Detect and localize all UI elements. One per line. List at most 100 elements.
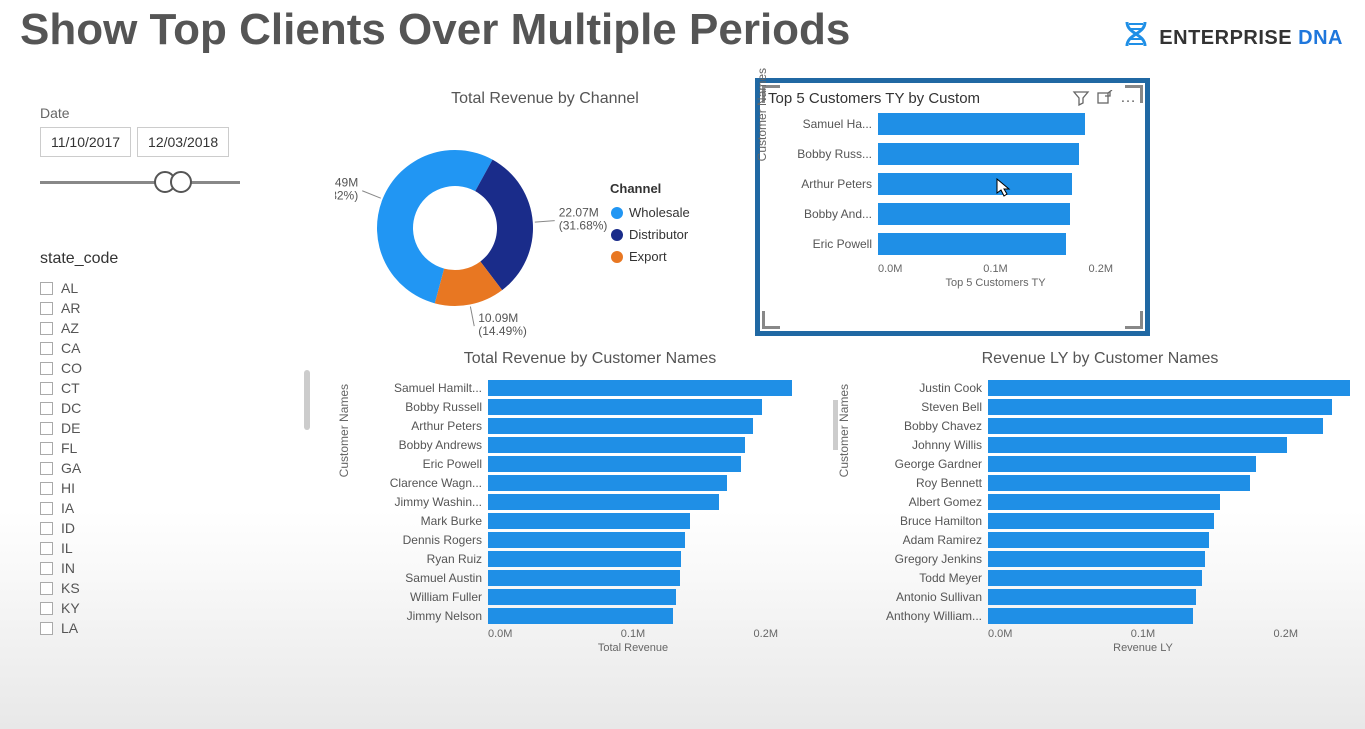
checkbox-icon[interactable] bbox=[40, 442, 53, 455]
bar[interactable] bbox=[988, 456, 1256, 472]
state-filter-item[interactable]: AZ bbox=[40, 318, 300, 338]
state-filter-item[interactable]: IA bbox=[40, 498, 300, 518]
state-filter-item[interactable]: ID bbox=[40, 518, 300, 538]
bar[interactable] bbox=[488, 589, 676, 605]
bar-row[interactable]: Bobby Chavez bbox=[868, 418, 1350, 434]
bar-row[interactable]: Arthur Peters bbox=[368, 418, 830, 434]
state-filter-item[interactable]: GA bbox=[40, 458, 300, 478]
legend-swatch[interactable] bbox=[611, 229, 623, 241]
state-filter-item[interactable]: AL bbox=[40, 278, 300, 298]
filter-icon[interactable] bbox=[1072, 90, 1090, 106]
bar-row[interactable]: Adam Ramirez bbox=[868, 532, 1350, 548]
donut-chart-panel[interactable]: Total Revenue by Channel 37.49M(53.82%)2… bbox=[335, 90, 755, 338]
bar-row[interactable]: Eric Powell bbox=[786, 233, 1137, 255]
legend-label[interactable]: Wholesale bbox=[629, 205, 690, 220]
checkbox-icon[interactable] bbox=[40, 302, 53, 315]
bar-row[interactable]: Bruce Hamilton bbox=[868, 513, 1350, 529]
state-filter-item[interactable]: KS bbox=[40, 578, 300, 598]
bar[interactable] bbox=[988, 608, 1193, 624]
bar[interactable] bbox=[878, 113, 1085, 135]
bar-row[interactable]: Clarence Wagn... bbox=[368, 475, 830, 491]
top5-chart-panel-selected[interactable]: Top 5 Customers TY by Custom … Customer … bbox=[755, 78, 1150, 336]
bar-row[interactable]: Mark Burke bbox=[368, 513, 830, 529]
state-filter-item[interactable]: FL bbox=[40, 438, 300, 458]
bar-row[interactable]: Arthur Peters bbox=[786, 173, 1137, 195]
bar[interactable] bbox=[488, 494, 719, 510]
date-from-input[interactable]: 11/10/2017 bbox=[40, 127, 131, 157]
bar-row[interactable]: Jimmy Washin... bbox=[368, 494, 830, 510]
revenue-ty-chart-panel[interactable]: Total Revenue by Customer Names Customer… bbox=[350, 350, 830, 654]
bar-row[interactable]: Bobby Andrews bbox=[368, 437, 830, 453]
state-filter-item[interactable]: DE bbox=[40, 418, 300, 438]
checkbox-icon[interactable] bbox=[40, 562, 53, 575]
state-filter-item[interactable]: IN bbox=[40, 558, 300, 578]
state-filter-item[interactable]: DC bbox=[40, 398, 300, 418]
bar-row[interactable]: Samuel Austin bbox=[368, 570, 830, 586]
bar-row[interactable]: Gregory Jenkins bbox=[868, 551, 1350, 567]
bar[interactable] bbox=[488, 551, 681, 567]
bar-row[interactable]: Roy Bennett bbox=[868, 475, 1350, 491]
legend-label[interactable]: Export bbox=[629, 249, 667, 264]
revenue-ly-chart-panel[interactable]: Revenue LY by Customer Names Customer Na… bbox=[850, 350, 1350, 654]
bar-row[interactable]: Anthony William... bbox=[868, 608, 1350, 624]
bar-row[interactable]: Ryan Ruiz bbox=[368, 551, 830, 567]
bar[interactable] bbox=[878, 203, 1070, 225]
bar[interactable] bbox=[988, 513, 1214, 529]
selection-corner[interactable] bbox=[762, 311, 780, 329]
legend-swatch[interactable] bbox=[611, 251, 623, 263]
bar[interactable] bbox=[988, 380, 1350, 396]
checkbox-icon[interactable] bbox=[40, 462, 53, 475]
bar-row[interactable]: Dennis Rogers bbox=[368, 532, 830, 548]
legend-swatch[interactable] bbox=[611, 207, 623, 219]
checkbox-icon[interactable] bbox=[40, 382, 53, 395]
date-range-slider[interactable] bbox=[40, 171, 240, 195]
state-filter-item[interactable]: LA bbox=[40, 618, 300, 638]
bar[interactable] bbox=[488, 513, 690, 529]
selection-corner[interactable] bbox=[1125, 311, 1143, 329]
state-filter-item[interactable]: CT bbox=[40, 378, 300, 398]
bar[interactable] bbox=[988, 570, 1202, 586]
bar-row[interactable]: Eric Powell bbox=[368, 456, 830, 472]
range-handle-right[interactable] bbox=[170, 171, 192, 193]
checkbox-icon[interactable] bbox=[40, 542, 53, 555]
legend-label[interactable]: Distributor bbox=[629, 227, 689, 242]
bar[interactable] bbox=[878, 143, 1079, 165]
bar[interactable] bbox=[488, 570, 680, 586]
state-filter-item[interactable]: HI bbox=[40, 478, 300, 498]
checkbox-icon[interactable] bbox=[40, 322, 53, 335]
bar-row[interactable]: Todd Meyer bbox=[868, 570, 1350, 586]
bar[interactable] bbox=[988, 418, 1323, 434]
date-to-input[interactable]: 12/03/2018 bbox=[137, 127, 229, 157]
bar[interactable] bbox=[988, 589, 1196, 605]
checkbox-icon[interactable] bbox=[40, 282, 53, 295]
bar[interactable] bbox=[488, 475, 727, 491]
bar-row[interactable]: Samuel Hamilt... bbox=[368, 380, 830, 396]
bar-row[interactable]: Justin Cook bbox=[868, 380, 1350, 396]
bar-row[interactable]: Antonio Sullivan bbox=[868, 589, 1350, 605]
bar[interactable] bbox=[488, 380, 792, 396]
state-slicer[interactable]: state_code ALARAZCACOCTDCDEFLGAHIIAIDILI… bbox=[40, 250, 300, 638]
state-filter-item[interactable]: KY bbox=[40, 598, 300, 618]
date-slicer[interactable]: Date 11/10/2017 12/03/2018 bbox=[40, 105, 260, 195]
state-filter-item[interactable]: CA bbox=[40, 338, 300, 358]
bar[interactable] bbox=[488, 532, 685, 548]
state-filter-item[interactable]: AR bbox=[40, 298, 300, 318]
bar-row[interactable]: George Gardner bbox=[868, 456, 1350, 472]
state-filter-item[interactable]: CO bbox=[40, 358, 300, 378]
checkbox-icon[interactable] bbox=[40, 622, 53, 635]
bar[interactable] bbox=[878, 233, 1066, 255]
selection-corner[interactable] bbox=[1125, 85, 1143, 103]
bar-row[interactable]: Bobby Russell bbox=[368, 399, 830, 415]
bar[interactable] bbox=[488, 437, 745, 453]
bar-row[interactable]: Bobby Russ... bbox=[786, 143, 1137, 165]
bar-row[interactable]: Jimmy Nelson bbox=[368, 608, 830, 624]
bar[interactable] bbox=[488, 456, 741, 472]
bar[interactable] bbox=[488, 399, 762, 415]
state-filter-item[interactable]: IL bbox=[40, 538, 300, 558]
checkbox-icon[interactable] bbox=[40, 342, 53, 355]
bar[interactable] bbox=[988, 551, 1205, 567]
checkbox-icon[interactable] bbox=[40, 422, 53, 435]
bar[interactable] bbox=[988, 437, 1287, 453]
checkbox-icon[interactable] bbox=[40, 402, 53, 415]
bar[interactable] bbox=[988, 475, 1250, 491]
